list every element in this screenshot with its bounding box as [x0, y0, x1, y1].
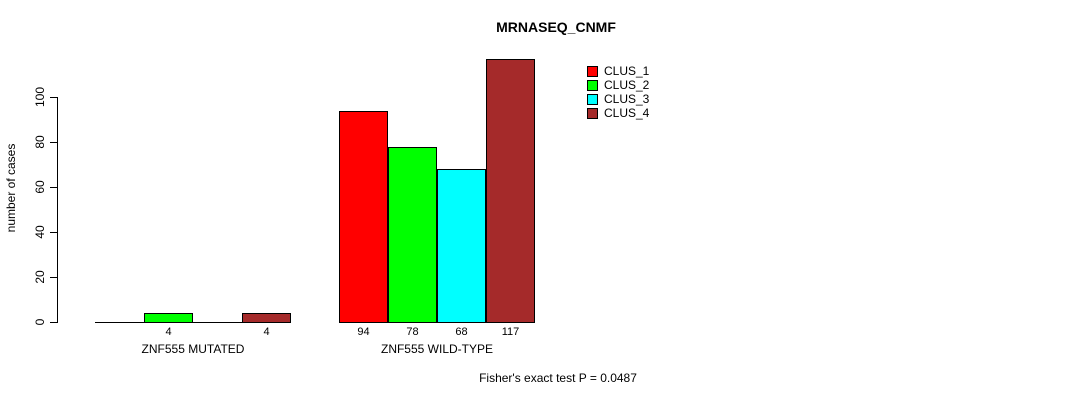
y-axis-tick — [50, 232, 57, 233]
legend-swatch-clus_2 — [587, 79, 598, 91]
y-axis-tick — [50, 142, 57, 143]
zero-bar-clus_3-znf555-mutated — [193, 322, 242, 323]
y-axis-tick — [50, 277, 57, 278]
legend: CLUS_1 CLUS_2 CLUS_3 CLUS_4 — [587, 64, 649, 120]
bar-clus_4-znf555-wild-type — [486, 58, 535, 323]
x-group-label-znf555-mutated: ZNF555 MUTATED — [141, 342, 245, 356]
x-group-label-znf555-wild-type: ZNF555 WILD-TYPE — [380, 342, 494, 356]
y-axis-tick — [50, 97, 57, 98]
legend-row-clus_1: CLUS_1 — [587, 64, 649, 78]
legend-swatch-clus_3 — [587, 93, 598, 105]
legend-label-clus_4: CLUS_4 — [604, 106, 650, 120]
chart-title: MRNASEQ_CNMF — [496, 19, 616, 35]
y-axis-tick-label: 40 — [33, 225, 47, 239]
y-axis-tick-label: 0 — [33, 318, 47, 326]
y-axis-tick-label: 100 — [33, 86, 47, 108]
legend-row-clus_3: CLUS_3 — [587, 92, 649, 106]
legend-swatch-clus_4 — [587, 107, 598, 119]
bar-clus_4-znf555-mutated — [242, 313, 291, 323]
zero-bar-clus_1-znf555-mutated — [95, 322, 144, 323]
y-axis-tick — [50, 322, 57, 323]
legend-row-clus_4: CLUS_4 — [587, 106, 649, 120]
legend-label-clus_3: CLUS_3 — [604, 92, 650, 106]
bar-value-label-clus_4-znf555-wild-type: 117 — [501, 326, 520, 338]
y-axis-tick-label: 20 — [33, 270, 47, 284]
y-axis-label: number of cases — [4, 143, 18, 233]
legend-label-clus_2: CLUS_2 — [604, 78, 650, 92]
bar-clus_3-znf555-wild-type — [437, 169, 486, 323]
bar-clus_1-znf555-wild-type — [339, 110, 388, 323]
stat-test-annotation: Fisher's exact test P = 0.0487 — [479, 371, 637, 385]
bar-value-label-clus_1-znf555-wild-type: 94 — [357, 326, 370, 338]
legend-swatch-clus_1 — [587, 65, 598, 77]
bar-value-label-clus_4-znf555-mutated: 4 — [263, 326, 270, 338]
legend-label-clus_1: CLUS_1 — [604, 64, 650, 78]
legend-row-clus_2: CLUS_2 — [587, 78, 649, 92]
bar-clus_2-znf555-mutated — [144, 313, 193, 323]
y-axis-tick-label: 60 — [33, 180, 47, 194]
y-axis-tick-label: 80 — [33, 135, 47, 149]
bar-value-label-clus_2-znf555-wild-type: 78 — [406, 326, 419, 338]
bar-value-label-clus_3-znf555-wild-type: 68 — [455, 326, 468, 338]
y-axis-line — [57, 97, 58, 323]
bar-clus_2-znf555-wild-type — [388, 146, 437, 323]
bar-value-label-clus_2-znf555-mutated: 4 — [165, 326, 172, 338]
y-axis-tick — [50, 187, 57, 188]
